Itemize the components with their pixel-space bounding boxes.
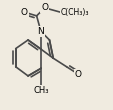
Text: O: O (41, 3, 48, 12)
Text: O: O (21, 8, 28, 17)
Text: C(CH₃)₃: C(CH₃)₃ (60, 8, 88, 17)
Text: O: O (74, 70, 81, 79)
Text: N: N (37, 27, 44, 36)
Text: CH₃: CH₃ (33, 86, 48, 95)
